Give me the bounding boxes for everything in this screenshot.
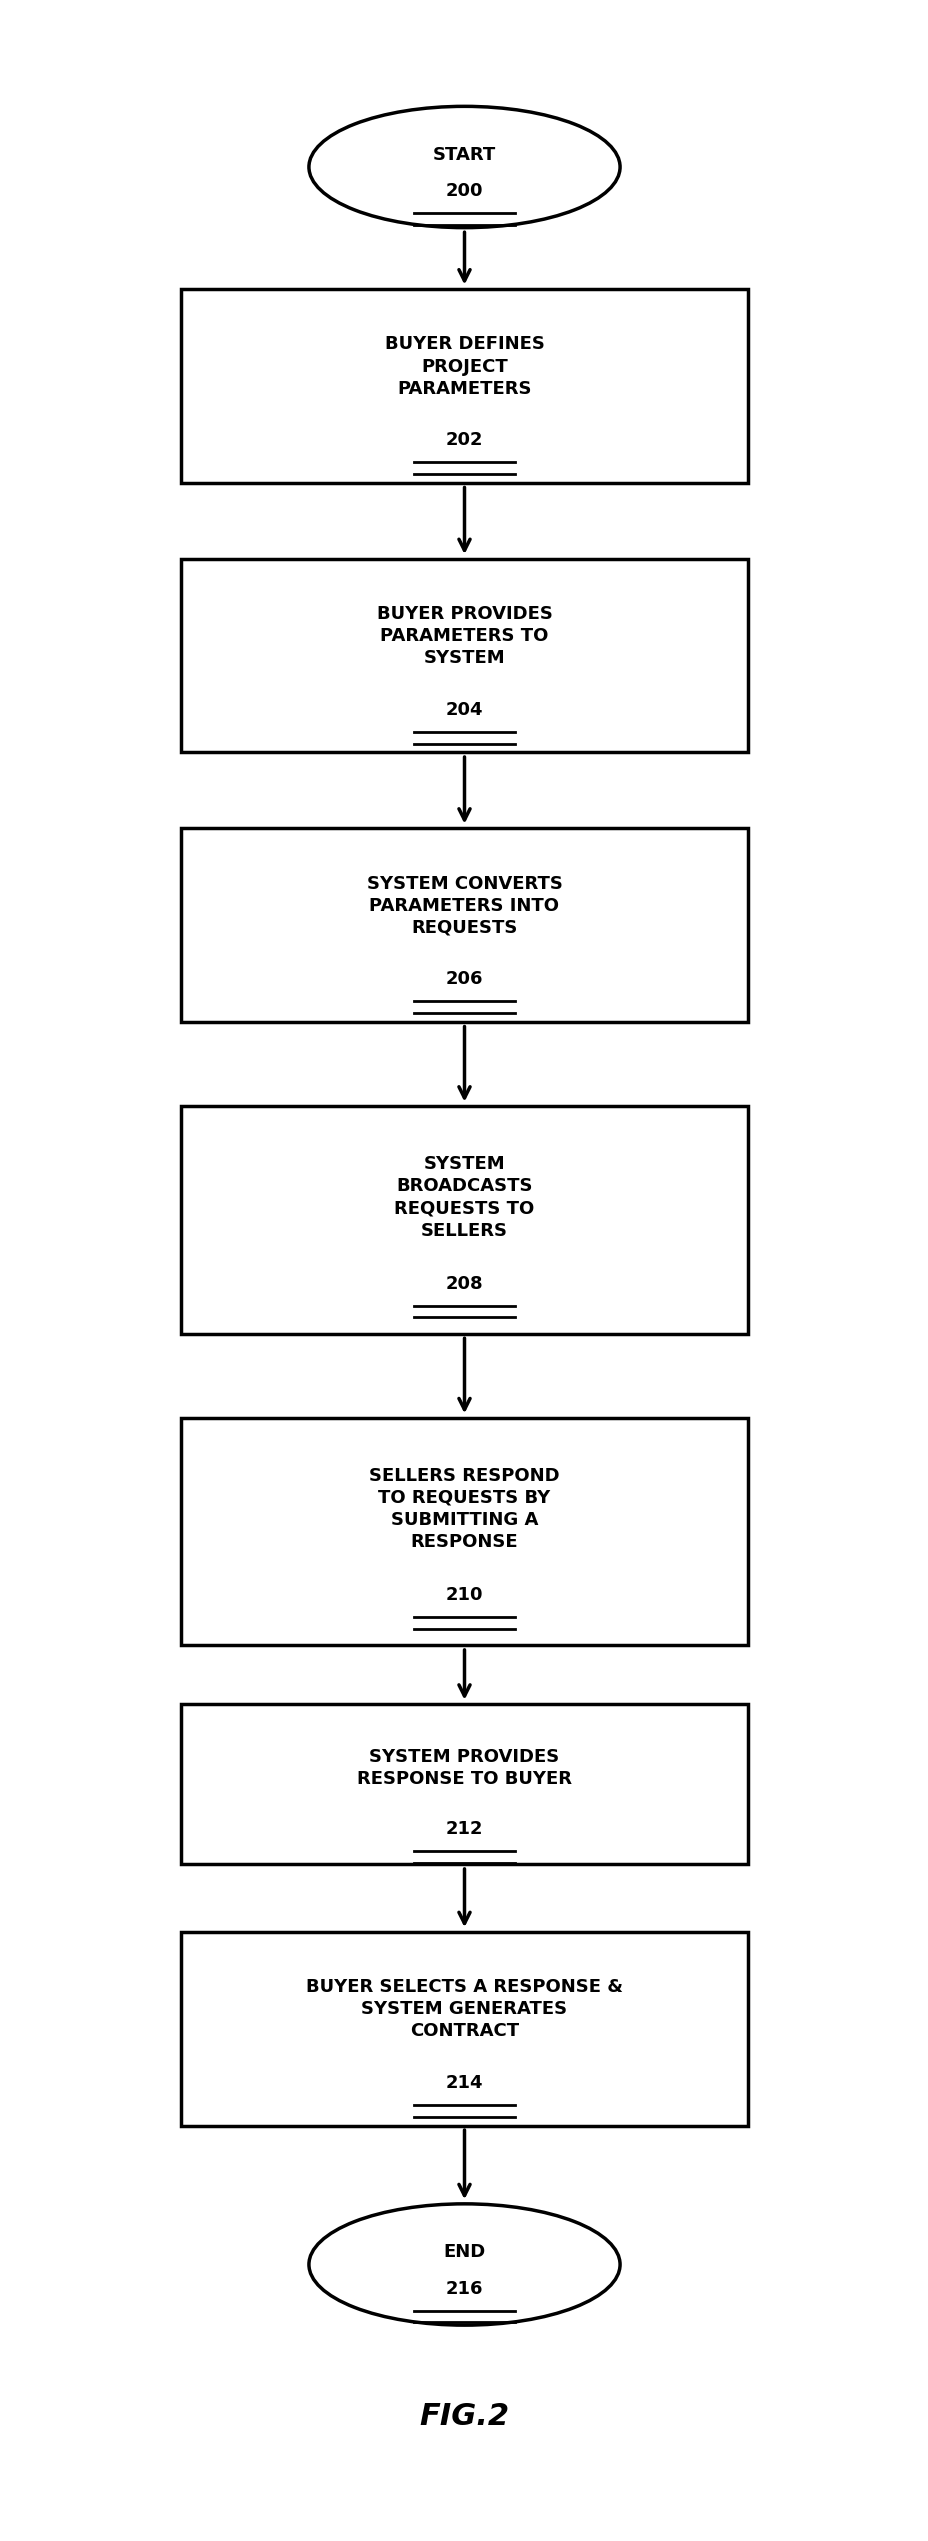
Text: 216: 216 — [445, 2279, 483, 2297]
Text: 214: 214 — [445, 2073, 483, 2091]
Text: 200: 200 — [445, 183, 483, 201]
FancyBboxPatch shape — [181, 559, 747, 752]
Ellipse shape — [309, 107, 619, 229]
Text: FIG.2: FIG.2 — [419, 2401, 509, 2432]
Text: 212: 212 — [445, 1819, 483, 1837]
FancyBboxPatch shape — [181, 1705, 747, 1865]
Text: END: END — [443, 2244, 485, 2261]
FancyBboxPatch shape — [181, 1418, 747, 1647]
Text: SYSTEM CONVERTS
PARAMETERS INTO
REQUESTS: SYSTEM CONVERTS PARAMETERS INTO REQUESTS — [367, 874, 561, 938]
Ellipse shape — [309, 2203, 619, 2325]
Text: SELLERS RESPOND
TO REQUESTS BY
SUBMITTING A
RESPONSE: SELLERS RESPOND TO REQUESTS BY SUBMITTIN… — [368, 1466, 560, 1550]
Text: 206: 206 — [445, 971, 483, 988]
Text: 210: 210 — [445, 1586, 483, 1603]
Text: BUYER DEFINES
PROJECT
PARAMETERS: BUYER DEFINES PROJECT PARAMETERS — [384, 335, 544, 399]
FancyBboxPatch shape — [181, 828, 747, 1021]
Text: BUYER SELECTS A RESPONSE &
SYSTEM GENERATES
CONTRACT: BUYER SELECTS A RESPONSE & SYSTEM GENERA… — [305, 1977, 623, 2040]
FancyBboxPatch shape — [181, 290, 747, 483]
Text: BUYER PROVIDES
PARAMETERS TO
SYSTEM: BUYER PROVIDES PARAMETERS TO SYSTEM — [376, 605, 552, 668]
FancyBboxPatch shape — [181, 1105, 747, 1334]
Text: SYSTEM PROVIDES
RESPONSE TO BUYER: SYSTEM PROVIDES RESPONSE TO BUYER — [356, 1748, 572, 1789]
Text: SYSTEM
BROADCASTS
REQUESTS TO
SELLERS: SYSTEM BROADCASTS REQUESTS TO SELLERS — [394, 1156, 534, 1240]
Text: START: START — [432, 145, 496, 163]
Text: 204: 204 — [445, 701, 483, 719]
Text: 208: 208 — [445, 1276, 483, 1293]
Text: 202: 202 — [445, 432, 483, 450]
FancyBboxPatch shape — [181, 1931, 747, 2124]
